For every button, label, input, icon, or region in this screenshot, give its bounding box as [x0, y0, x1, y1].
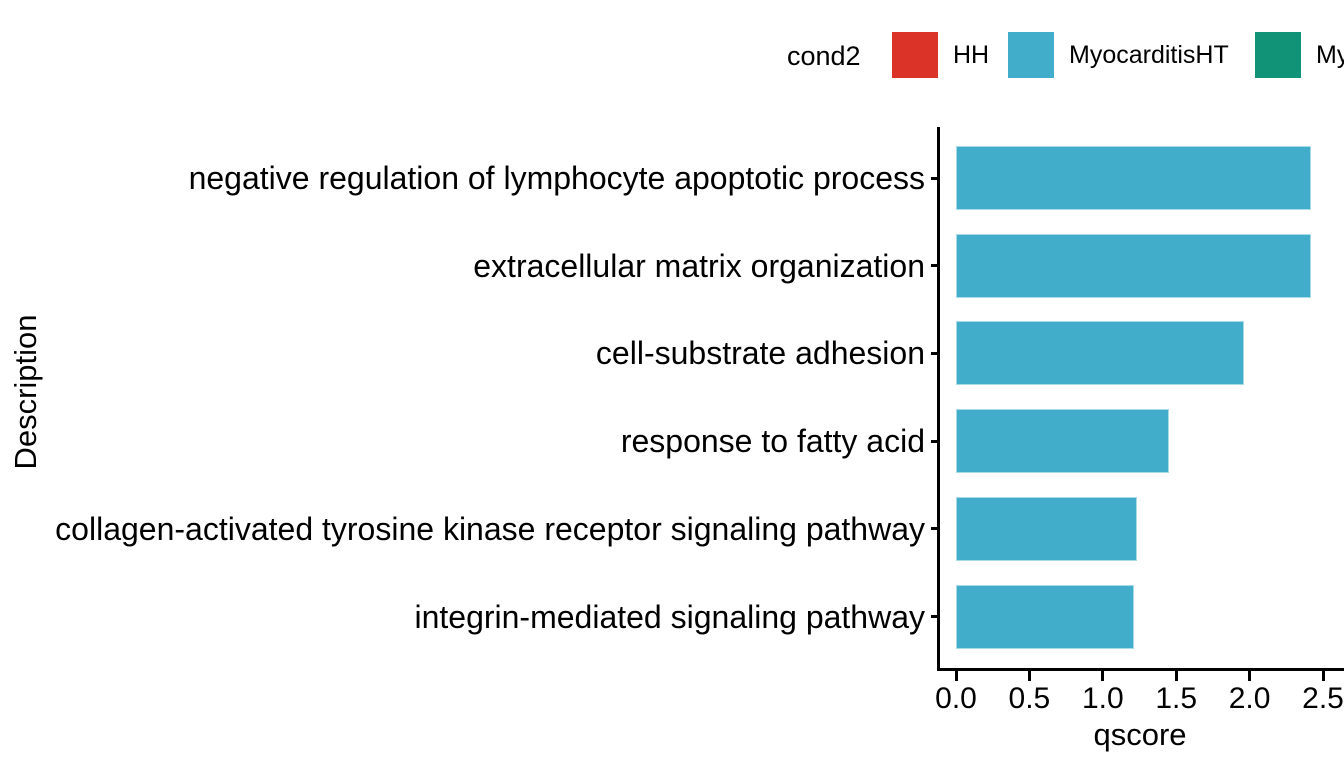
legend-swatch-myocarditisht	[1008, 32, 1054, 78]
category-label-4: response to fatty acid	[620, 423, 925, 460]
x-tick-1.5	[1174, 671, 1178, 681]
y-tick-4	[931, 439, 940, 443]
x-axis-title: qscore	[1093, 717, 1187, 752]
legend-swatch-hh	[892, 32, 938, 78]
x-tick-2.5	[1321, 671, 1325, 681]
legend-title: cond2	[787, 41, 861, 71]
legend-label-myocarditisht: MyocarditisHT	[1069, 41, 1229, 69]
legend-item-hh: HH	[892, 32, 989, 78]
x-tick-0.0	[954, 671, 958, 681]
bar-2	[956, 233, 1312, 298]
x-tick-label-1.0: 1.0	[1081, 682, 1124, 715]
x-tick-2.0	[1248, 671, 1252, 681]
x-tick-label-0.0: 0.0	[935, 682, 977, 715]
plot-panel	[937, 127, 1344, 671]
category-label-6: integrin-mediated signaling pathway	[414, 598, 925, 635]
bar-1	[956, 146, 1312, 210]
x-tick-0.5	[1027, 671, 1031, 681]
x-tick-1.0	[1101, 671, 1105, 681]
bar-3	[956, 321, 1244, 386]
legend-label-truncated: My	[1316, 41, 1344, 69]
bar-6	[956, 584, 1134, 649]
bar-5	[956, 496, 1137, 561]
x-tick-label-0.5: 0.5	[1008, 682, 1051, 715]
x-tick-label-2.0: 2.0	[1228, 682, 1271, 715]
legend-label-hh: HH	[953, 41, 990, 69]
legend-item-myocarditisht: MyocarditisHT	[1008, 32, 1229, 78]
category-label-3: cell-substrate adhesion	[595, 335, 925, 372]
category-label-2: extracellular matrix organization	[473, 247, 925, 284]
x-tick-label-2.5: 2.5	[1302, 682, 1344, 715]
category-label-5: collagen-activated tyrosine kinase recep…	[55, 510, 925, 547]
x-tick-label-1.5: 1.5	[1155, 682, 1198, 715]
y-tick-2	[931, 264, 940, 268]
y-tick-3	[931, 351, 940, 355]
legend-swatch-truncated	[1255, 32, 1301, 78]
y-tick-5	[931, 527, 940, 531]
y-tick-1	[931, 176, 940, 180]
bar-4	[956, 409, 1169, 474]
category-label-1: negative regulation of lymphocyte apopto…	[188, 160, 925, 196]
y-tick-6	[931, 615, 940, 618]
legend-item-truncated: My	[1255, 32, 1344, 78]
